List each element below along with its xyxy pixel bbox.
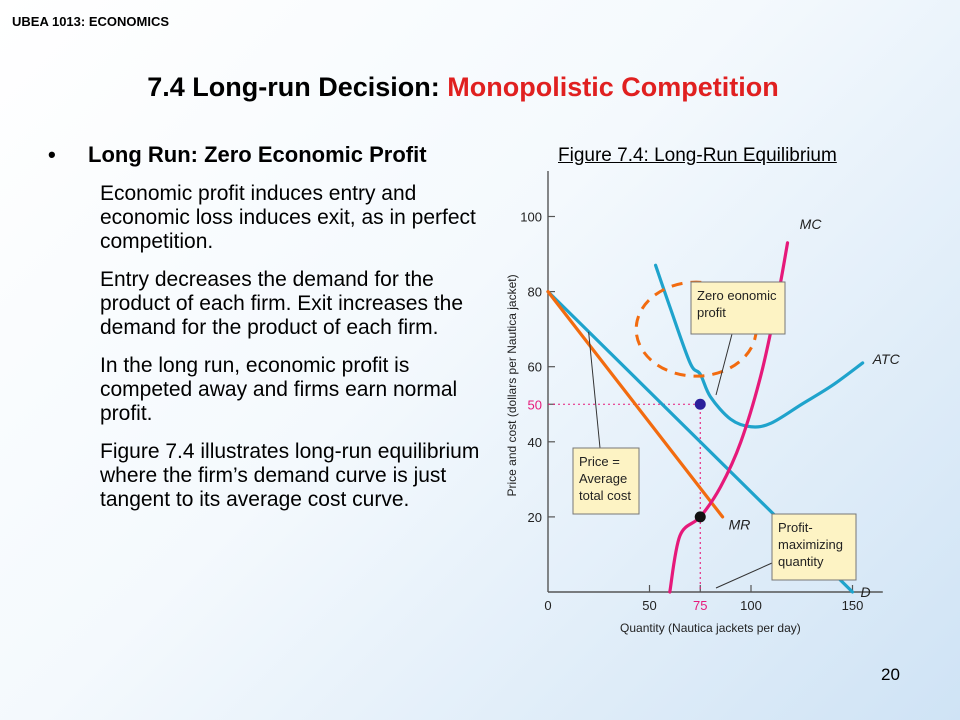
equilibrium-guide-lines — [548, 403, 701, 592]
bullet-heading-text: Long Run: Zero Economic Profit — [88, 142, 427, 167]
annotation-profit-maximizing-quantity-text: maximizing — [778, 537, 843, 552]
annotation-zero-economic-profit-text: profit — [697, 305, 726, 320]
y-tick-label: 40 — [528, 435, 542, 450]
slide-title-accent: Monopolistic Competition — [447, 72, 779, 102]
annotation-zero-economic-profit-leader — [715, 333, 733, 396]
curve-label-mr: MR — [729, 516, 751, 532]
paragraph-entry-exit: Economic profit induces entry and econom… — [100, 182, 476, 253]
curve-label-d: D — [861, 584, 871, 600]
x-axis-label: Quantity (Nautica jackets per day) — [620, 621, 801, 635]
curve-atc — [653, 263, 865, 429]
x-tick-label: 0 — [544, 598, 551, 613]
slide-content: • Long Run: Zero Economic Profit Economi… — [48, 142, 488, 512]
y-tick-label: 20 — [528, 510, 542, 525]
y-tick-label: 100 — [520, 210, 542, 225]
annotation-price-equals-atc-text: total cost — [579, 488, 631, 503]
curve-mr — [546, 290, 725, 519]
curve-label-mc: MC — [800, 216, 823, 232]
annotation-price-equals-atc-box — [572, 447, 640, 515]
paragraph-demand-shift: Entry decreases the demand for the produ… — [100, 268, 463, 339]
page-number: 20 — [881, 665, 900, 684]
x-tick-label: 150 — [842, 598, 864, 613]
long-run-equilibrium-chart: 20 40 50 60 80 100 0 50 75 100 150 Quantity (Nautic… — [505, 170, 901, 635]
bullet-heading: • Long Run: Zero Economic Profit — [48, 142, 488, 168]
y-tick-label: 80 — [528, 285, 542, 300]
y-tick-label: 50 — [528, 397, 542, 412]
slide-title: 7.4 Long-run Decision: Monopolistic Comp… — [0, 72, 926, 103]
figure-caption: Figure 7.4: Long-Run Equilibrium — [558, 145, 837, 166]
annotation-profit-maximizing-quantity-box — [771, 513, 857, 581]
annotation-price-equals-atc-text: Average — [579, 471, 627, 486]
paragraph-figure-note: Figure 7.4 illustrates long-run equilibr… — [100, 440, 480, 511]
curve-label-atc: ATC — [872, 351, 901, 367]
tangency-point — [694, 398, 706, 410]
paragraph-normal-profit: In the long run, economic profit is comp… — [100, 354, 458, 425]
x-tick-label: 50 — [642, 598, 656, 613]
course-code: UBEA 1013: ECONOMICS — [12, 14, 169, 29]
y-tick-label: 60 — [528, 360, 542, 375]
mr-mc-intersection-point — [694, 511, 706, 523]
x-tick-label: 75 — [693, 598, 707, 613]
annotation-profit-maximizing-quantity-leader — [715, 562, 773, 589]
annotation-profit-maximizing-quantity-text: Profit- — [778, 520, 813, 535]
y-axis-label: Price and cost (dollars per Nautica jack… — [505, 274, 519, 496]
annotation-zero-economic-profit-box — [690, 281, 786, 335]
slide-title-main: 7.4 Long-run Decision: — [147, 72, 448, 102]
annotation-profit-maximizing-quantity-text: quantity — [778, 554, 824, 569]
bullet-icon: • — [48, 142, 56, 167]
annotation-price-equals-atc-text: Price = — [579, 454, 620, 469]
x-tick-label: 100 — [740, 598, 762, 613]
annotation-zero-economic-profit-text: Zero eonomic — [697, 288, 777, 303]
annotation-price-equals-atc-leader — [588, 331, 601, 449]
